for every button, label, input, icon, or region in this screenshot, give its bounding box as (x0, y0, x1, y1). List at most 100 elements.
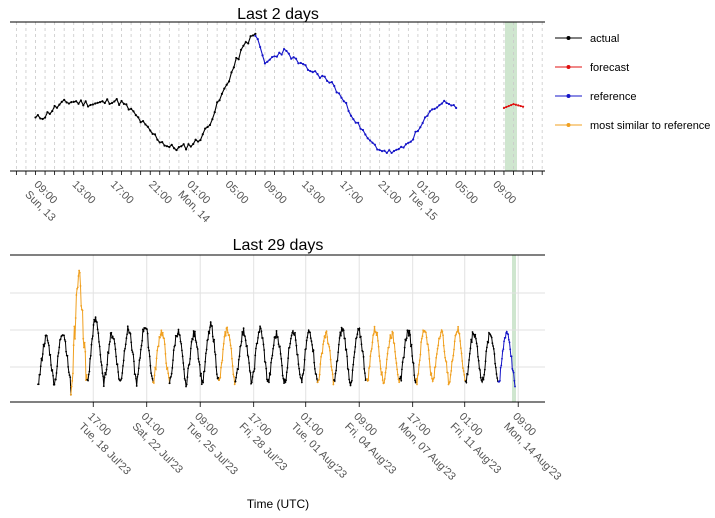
bottom-actual-point (274, 337, 277, 339)
bottom-actual-point (209, 321, 212, 323)
bottom-actual-point (184, 379, 187, 382)
bottom-actual-point (251, 376, 254, 378)
legend-item-actual: actual (555, 33, 619, 45)
bottom-actual-point (66, 354, 69, 357)
bottom-actual-point (269, 373, 272, 376)
reference-point (287, 52, 290, 55)
reference-point (359, 127, 362, 130)
bottom-actual-point (474, 333, 477, 336)
actual-point (218, 99, 221, 102)
bottom-similar-point (79, 285, 82, 287)
bottom-reference-point (500, 364, 503, 367)
bottom-actual-point (201, 379, 204, 382)
forecast-point (512, 103, 515, 106)
bottom-actual-point (403, 356, 405, 359)
bottom-similar-point (374, 331, 377, 333)
bottom-similar-point (222, 348, 224, 351)
bottom-actual-point (141, 339, 144, 342)
bottom-reference-point (513, 379, 516, 382)
bottom-similar-point (85, 374, 88, 376)
bottom-actual-point (294, 331, 296, 334)
bottom-actual-point (271, 354, 274, 357)
actual-point (247, 42, 250, 45)
actual-line (35, 33, 256, 151)
bottom-actual-point (493, 353, 496, 355)
bottom-reference-point (512, 369, 514, 372)
bottom-similar-point (394, 350, 396, 353)
reference-point (273, 55, 276, 58)
bottom-similar-point (452, 354, 455, 357)
bottom-actual-point (133, 360, 135, 363)
bottom-actual-point (197, 357, 200, 360)
bottom-actual-point (266, 378, 268, 381)
bottom-actual-point (207, 338, 209, 341)
bottom-actual-point (101, 372, 104, 375)
reference-point (261, 54, 264, 57)
bottom-similar-point (416, 383, 418, 386)
bottom-actual-point (403, 346, 406, 349)
bottom-actual-point (174, 344, 176, 347)
bottom-actual-point (98, 345, 101, 348)
bottom-reference-point (501, 357, 503, 360)
bottom-actual-point (480, 379, 483, 382)
bottom-similar-point (78, 269, 81, 272)
bottom-actual-point (150, 375, 153, 377)
bottom-actual-point (46, 335, 48, 337)
bottom-actual-point (198, 361, 200, 363)
reference-point (259, 45, 262, 49)
bottom-actual-point (186, 376, 189, 378)
bottom-actual-point (407, 334, 410, 337)
actual-point (216, 101, 219, 104)
actual-point (244, 41, 247, 44)
reference-point (426, 114, 429, 117)
bottom-actual-point (356, 333, 359, 336)
bottom-reference-point (507, 333, 510, 336)
bottom-similar-point (165, 362, 168, 365)
bottom-similar-point (431, 380, 434, 383)
reference-point (314, 70, 317, 73)
bottom-actual-point (117, 371, 120, 373)
bottom-actual-point (302, 372, 305, 375)
bottom-similar-point (459, 340, 462, 342)
bottom-actual-point (359, 335, 362, 338)
actual-point (170, 143, 173, 146)
bottom-actual-point (483, 368, 486, 371)
bottom-actual-point (296, 353, 299, 356)
bottom-actual-point (307, 329, 310, 332)
legend-label-forecast: forecast (590, 62, 629, 74)
bottom-actual-point (363, 368, 366, 370)
bottom-similar-point (453, 348, 455, 351)
bottom-actual-point (43, 345, 46, 348)
bottom-similar-point (429, 374, 432, 376)
legend-marker-forecast (566, 65, 571, 69)
actual-point (208, 123, 212, 127)
bottom-actual-point (142, 330, 145, 333)
bottom-actual-point (65, 350, 67, 353)
bottom-actual-point (138, 359, 141, 362)
bottom-actual-point (116, 363, 119, 366)
reference-point (366, 137, 369, 140)
bottom-actual-point (172, 349, 175, 352)
bottom-similar-point (329, 358, 332, 361)
bottom-actual-point (285, 371, 288, 374)
bottom-actual-point (124, 343, 127, 346)
reference-point (404, 143, 408, 146)
actual-point (108, 102, 111, 105)
bottom-similar-point (231, 365, 234, 367)
bottom-similar-point (224, 334, 227, 337)
bottom-similar-point (168, 376, 170, 379)
bottom-actual-point (114, 348, 117, 351)
bottom-similar-point (320, 356, 322, 358)
bottom-actual-point (285, 379, 287, 382)
reference-point (428, 110, 431, 113)
bottom-actual-point (185, 385, 187, 388)
actual-point (192, 142, 195, 146)
bottom-actual-point (401, 368, 403, 371)
bottom-similar-point (78, 271, 81, 274)
bottom-similar-point (420, 341, 423, 344)
bottom-similar-point (369, 355, 372, 358)
bottom-similar-point (233, 383, 236, 386)
bottom-actual-point (98, 341, 100, 343)
bottom-similar-point (455, 333, 457, 336)
bottom-similar-point (325, 330, 328, 333)
